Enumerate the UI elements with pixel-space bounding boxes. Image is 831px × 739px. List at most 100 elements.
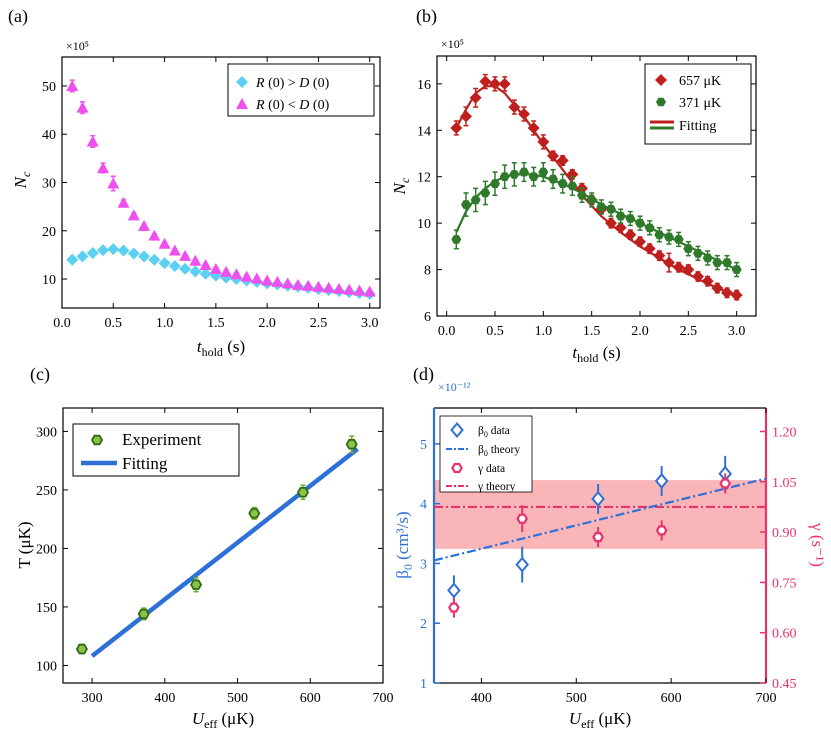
y-tick-label-b-3: 12 [417,171,431,186]
panel-d: 400 500 600 700 1 2 3 4 5 0.45 0.60 0.75 0.90 1.05 1.2… [393,407,827,731]
legend-d: β0 data β0 theory γ data γ theory [439,415,533,493]
data-point-c-0-0 [75,643,88,655]
data-point-b-1-3 [480,188,491,198]
data-point-a-1-27 [343,283,356,295]
y-tick-label-left-d-2: 3 [420,557,427,572]
legend-label-b-0: 657 μK [679,74,721,89]
data-point-a-0-4 [107,243,120,256]
x-tick-label-a-4: 2.0 [258,316,276,331]
y-tick-label-c-1: 150 [36,601,57,616]
data-point-a-0-12 [189,265,202,278]
data-point-b-0-2 [469,91,482,104]
data-point-b-1-2 [470,195,481,205]
y-tick-label-left-d-4: 5 [420,438,427,453]
data-point-a-1-16 [230,268,243,280]
data-point-a-1-8 [148,229,161,241]
data-point-b-0-8 [527,121,540,134]
data-point-b-0-24 [682,263,695,276]
data-point-b-1-4 [490,179,500,188]
data-point-a-0-2 [86,246,99,259]
x-axis-label-c: Ueff (μK) [192,709,254,731]
x-axis-label-unit-d: (μK) [598,709,631,728]
data-point-b-1-0 [451,235,462,244]
plot-frame-b [436,55,757,317]
fit-line-c [90,447,359,658]
x-axis-label-a: thold (s) [197,337,245,359]
data-point-a-1-21 [281,277,294,289]
data-point-b-0-16 [605,217,617,230]
data-point-a-1-20 [271,275,284,287]
legend-b: 657 μK 371 μK Fitting [644,63,752,145]
x-axis-label-sub-c: eff [204,717,217,731]
data-point-b-1-17 [615,211,626,221]
multiplier-a: ×10⁵ [66,39,89,53]
data-point-a-1-5 [117,196,130,208]
data-point-b-1-29 [731,265,742,274]
x-tick-label-c-3: 600 [300,691,321,706]
legend-label-d-3: γ theory [477,481,516,493]
data-point-b-0-29 [730,289,743,302]
x-tick-label-a-3: 1.5 [207,316,225,331]
data-point-b-1-10 [548,174,558,184]
data-point-a-1-6 [127,209,140,221]
data-point-d-2-0 [448,602,460,613]
data-point-b-0-7 [518,108,530,121]
x-axis-label-main-b: t [572,343,578,362]
panel-label-d: (d) [413,364,434,385]
y-axis-label-b: Nc [390,177,412,195]
beta-theory-line [433,477,767,562]
data-point-b-0-1 [460,110,472,123]
data-point-b-0-18 [624,228,637,241]
data-point-b-0-22 [663,256,675,269]
data-point-b-1-1 [461,200,471,209]
data-point-b-0-26 [701,275,714,288]
data-point-b-0-23 [672,261,685,274]
data-point-d-0-1 [515,556,530,573]
data-point-b-0-5 [498,77,511,90]
y-tick-label-right-d-2: 0.75 [772,576,797,591]
data-point-b-0-12 [566,168,579,181]
data-point-d-0-3 [654,472,669,489]
y-tick-label-b-5: 16 [417,78,431,93]
x-tick-label-d-2: 600 [661,691,682,706]
data-point-b-0-17 [614,221,627,234]
legend-box-a [227,63,375,117]
data-point-b-0-27 [711,282,724,295]
y-axis-label-right-d: γ (s⁻¹) [808,522,827,567]
data-point-b-1-20 [644,223,655,233]
legend-marker-b-1 [656,97,666,107]
legend-label-c-0: Experiment [122,430,202,449]
data-point-c-0-4 [296,486,310,498]
data-point-b-1-5 [499,172,510,181]
plot-frame-c [62,407,384,684]
data-point-b-1-27 [712,258,723,267]
x-tick-label-a-6: 3.0 [361,316,379,331]
data-point-a-1-29 [363,285,376,297]
y-axis-label-sub-a: c [19,171,33,177]
x-axis-label-unit-b: (s) [603,343,621,362]
data-point-a-1-14 [209,262,222,274]
y-tick-label-a-2: 30 [42,177,56,192]
data-point-a-0-11 [179,262,192,275]
data-point-b-0-6 [508,101,521,114]
data-point-a-1-7 [138,219,151,231]
legend-marker-a-1 [236,98,248,109]
data-point-b-1-23 [673,235,684,244]
data-point-b-0-19 [634,235,646,248]
panel-label-a: (a) [8,6,28,27]
y-tick-label-right-d-0: 0.45 [772,677,797,692]
panel-label-c: (c) [30,364,50,385]
y-tick-label-c-3: 250 [36,484,57,499]
data-point-a-0-6 [127,247,140,260]
multiplier-b: ×10⁵ [441,37,464,51]
data-point-b-0-4 [489,77,501,90]
data-point-a-1-18 [250,272,263,284]
data-point-b-0-25 [692,270,704,283]
data-point-b-0-21 [653,249,666,262]
data-point-a-0-13 [199,267,212,280]
legend-a: R (0) > D (0) R (0) < D (0) [227,63,375,117]
data-point-d-2-3 [655,525,668,536]
data-point-a-0-3 [97,244,110,257]
panel-a: 0.0 0.5 1.0 1.5 2.0 2.5 3.0 10 20 30 40 50 thold (s)… [11,56,381,359]
